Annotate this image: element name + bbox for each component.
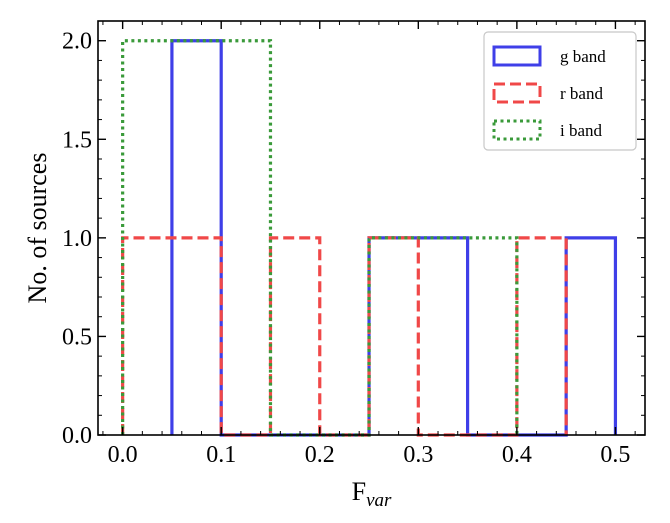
y-tick-label: 1.0 [62,226,92,252]
legend-label: g band [560,47,606,66]
x-axis-label: Fvar [352,477,392,511]
legend-label: r band [560,84,603,103]
y-tick-label: 0.5 [62,324,92,350]
x-tick-label: 0.5 [600,442,630,468]
axes: 0.0 0.1 0.2 0.3 0.4 0.5 0.0 0.5 1.0 1.5 2.0 Fvar No.… [23,20,646,511]
x-tick-label: 0.0 [108,442,138,468]
x-tick-label: 0.1 [206,442,236,468]
histogram-series-i-band [121,39,519,437]
x-tick-label: 0.2 [305,442,335,468]
legend-swatch [492,82,542,104]
legend-swatch [492,119,542,141]
x-tick-label: 0.4 [502,442,532,468]
x-tick-label: 0.3 [403,442,433,468]
legend: g band r band i band [483,31,637,151]
y-tick-label: 0.0 [62,423,92,449]
y-tick-label: 2.0 [62,29,92,55]
y-tick-label: 1.5 [62,127,92,153]
y-axis-label: No. of sources [23,153,52,304]
histogram-series-r-band [121,236,568,437]
legend-label: i band [560,121,603,140]
legend-swatch [492,45,542,67]
plot-frame [97,20,646,436]
